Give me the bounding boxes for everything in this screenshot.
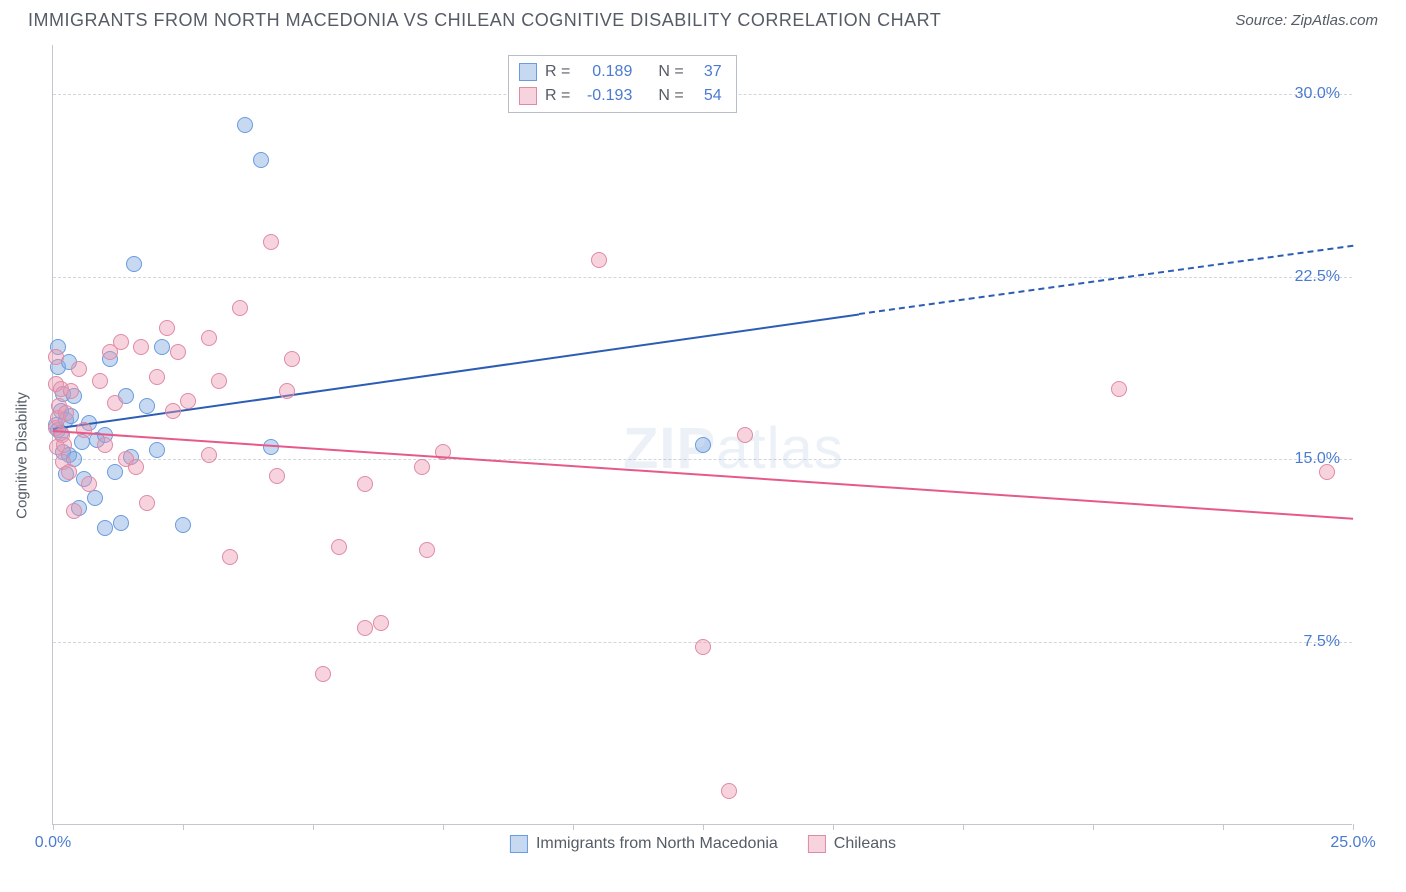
data-point	[180, 393, 196, 409]
data-point	[237, 117, 253, 133]
x-tick	[443, 824, 444, 830]
x-tick	[703, 824, 704, 830]
x-tick	[573, 824, 574, 830]
data-point	[81, 476, 97, 492]
legend-swatch	[519, 63, 537, 81]
data-point	[721, 783, 737, 799]
data-point	[159, 320, 175, 336]
stat-N-label: N =	[658, 84, 683, 108]
stat-R-label: R =	[545, 84, 570, 108]
chart-title: IMMIGRANTS FROM NORTH MACEDONIA VS CHILE…	[28, 10, 941, 31]
data-point	[76, 422, 92, 438]
data-point	[211, 373, 227, 389]
data-point	[56, 437, 72, 453]
data-point	[269, 468, 285, 484]
gridline	[53, 459, 1352, 460]
x-tick	[1223, 824, 1224, 830]
stats-legend-row: R = 0.189 N = 37	[519, 60, 722, 84]
data-point	[331, 539, 347, 555]
trend-line	[859, 245, 1353, 315]
data-point	[107, 395, 123, 411]
stat-R-value: 0.189	[578, 60, 632, 84]
data-point	[279, 383, 295, 399]
chart-header: IMMIGRANTS FROM NORTH MACEDONIA VS CHILE…	[0, 0, 1406, 37]
x-tick	[313, 824, 314, 830]
data-point	[419, 542, 435, 558]
x-tick	[1093, 824, 1094, 830]
stats-legend: R = 0.189 N = 37 R = -0.193 N = 54	[508, 55, 737, 113]
x-tick	[1353, 824, 1354, 830]
data-point	[201, 330, 217, 346]
y-tick-label: 30.0%	[1295, 85, 1340, 103]
data-point	[357, 620, 373, 636]
data-point	[113, 515, 129, 531]
data-point	[139, 495, 155, 511]
data-point	[284, 351, 300, 367]
data-point	[315, 666, 331, 682]
data-point	[126, 256, 142, 272]
chart-area: Cognitive Disability 7.5%15.0%22.5%30.0%…	[0, 37, 1406, 857]
plot-region: 7.5%15.0%22.5%30.0%0.0%25.0%ZIPatlasR =0…	[52, 45, 1352, 825]
x-tick-label: 0.0%	[35, 834, 71, 852]
bottom-legend: Immigrants from North Macedonia Chileans	[510, 835, 896, 853]
data-point	[232, 300, 248, 316]
x-tick	[53, 824, 54, 830]
data-point	[165, 403, 181, 419]
x-tick	[833, 824, 834, 830]
legend-swatch	[510, 835, 528, 853]
data-point	[92, 373, 108, 389]
data-point	[253, 152, 269, 168]
data-point	[61, 464, 77, 480]
x-tick	[963, 824, 964, 830]
data-point	[175, 517, 191, 533]
data-point	[154, 339, 170, 355]
bottom-legend-item: Chileans	[808, 835, 896, 853]
data-point	[695, 437, 711, 453]
data-point	[87, 490, 103, 506]
data-point	[113, 334, 129, 350]
data-point	[97, 520, 113, 536]
data-point	[133, 339, 149, 355]
data-point	[373, 615, 389, 631]
data-point	[97, 437, 113, 453]
data-point	[201, 447, 217, 463]
data-point	[263, 234, 279, 250]
legend-swatch	[519, 87, 537, 105]
data-point	[357, 476, 373, 492]
data-point	[222, 549, 238, 565]
data-point	[414, 459, 430, 475]
stat-N-value: 54	[692, 84, 722, 108]
legend-label: Chileans	[834, 835, 896, 853]
source-credit: Source: ZipAtlas.com	[1235, 12, 1378, 29]
data-point	[1319, 464, 1335, 480]
data-point	[128, 459, 144, 475]
data-point	[66, 503, 82, 519]
stat-N-value: 37	[692, 60, 722, 84]
gridline	[53, 277, 1352, 278]
data-point	[737, 427, 753, 443]
data-point	[695, 639, 711, 655]
stat-N-label: N =	[658, 60, 683, 84]
stat-R-label: R =	[545, 60, 570, 84]
bottom-legend-item: Immigrants from North Macedonia	[510, 835, 778, 853]
x-tick-label: 25.0%	[1330, 834, 1375, 852]
stat-R-value: -0.193	[578, 84, 632, 108]
y-axis-label: Cognitive Disability	[14, 392, 31, 519]
x-tick	[183, 824, 184, 830]
y-tick-label: 22.5%	[1295, 268, 1340, 286]
data-point	[48, 349, 64, 365]
data-point	[63, 383, 79, 399]
data-point	[1111, 381, 1127, 397]
data-point	[71, 361, 87, 377]
data-point	[149, 369, 165, 385]
data-point	[139, 398, 155, 414]
legend-label: Immigrants from North Macedonia	[536, 835, 778, 853]
stats-legend-row: R = -0.193 N = 54	[519, 84, 722, 108]
data-point	[170, 344, 186, 360]
y-tick-label: 7.5%	[1304, 633, 1340, 651]
data-point	[58, 405, 74, 421]
data-point	[591, 252, 607, 268]
data-point	[149, 442, 165, 458]
legend-swatch	[808, 835, 826, 853]
